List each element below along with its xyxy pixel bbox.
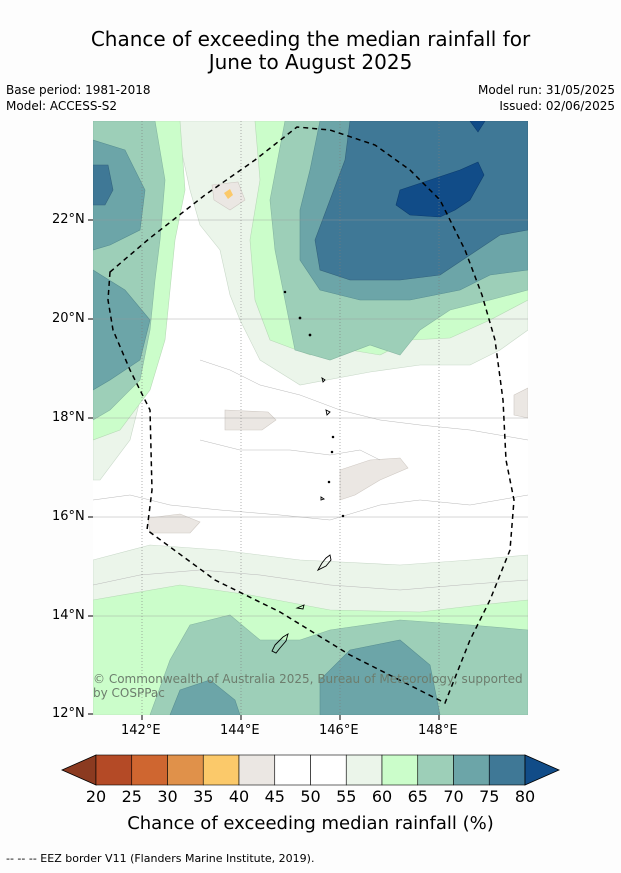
colorbar-segment <box>202 754 240 786</box>
meta-left: Base period: 1981-2018 Model: ACCESS-S2 <box>6 82 151 114</box>
contour-75-80-west <box>93 164 114 206</box>
lon-label-148: 148°E <box>418 723 458 738</box>
model-name: Model: ACCESS-S2 <box>6 99 118 113</box>
islands <box>271 290 345 654</box>
colorbar-tick-label: 35 <box>193 787 214 806</box>
footer-note: -- -- -- EEZ border V11 (Flanders Marine… <box>6 852 315 865</box>
colorbar-title: Chance of exceeding median rainfall (%) <box>127 813 494 834</box>
title-line-2: June to August 2025 <box>208 50 413 74</box>
lon-label-146: 146°E <box>319 723 359 738</box>
guam-island <box>271 633 289 654</box>
lat-label-14: 14°N <box>52 608 85 623</box>
colorbar-segment <box>310 754 347 786</box>
lat-label-12: 12°N <box>52 706 85 721</box>
rainfall-map <box>93 121 528 715</box>
contour-above-80 <box>395 121 486 218</box>
title-line-1: Chance of exceeding the median rainfall … <box>90 27 531 51</box>
axis-ticks <box>88 219 440 720</box>
colorbar-segment <box>453 754 490 786</box>
colorbar-segment <box>417 754 454 786</box>
contour-70-75-south <box>169 639 441 715</box>
rota-island <box>295 604 305 610</box>
contour-70-75-west <box>93 139 151 391</box>
graticule <box>93 121 528 715</box>
colorbar-segment <box>167 754 204 786</box>
base-period: Base period: 1981-2018 <box>6 83 151 97</box>
colorbar-segment <box>131 754 168 786</box>
eez-border <box>107 126 515 705</box>
colorbar-segment <box>95 754 133 786</box>
map-title: Chance of exceeding the median rainfall … <box>0 28 621 74</box>
tinian-saipan-island <box>316 554 332 572</box>
colorbar-tick-label: 80 <box>514 787 536 806</box>
colorbar-tick-label: 50 <box>300 787 321 806</box>
colorbar-segment <box>274 754 311 786</box>
colorbar-tick-label: 25 <box>121 787 142 806</box>
contour-40-45 <box>147 181 528 534</box>
lat-label-20: 20°N <box>52 311 85 326</box>
colorbar-tick-label: 20 <box>85 787 107 806</box>
colorbar-segment <box>488 754 526 786</box>
colorbar-tick-label: 75 <box>479 787 500 806</box>
colorbar-segment <box>345 754 383 786</box>
model-run: Model run: 31/05/2025 <box>477 83 615 97</box>
lat-label-18: 18°N <box>52 410 85 425</box>
colorbar-upper-arrow <box>524 754 560 786</box>
colorbar-segment <box>381 754 419 786</box>
lon-label-142: 142°E <box>121 723 161 738</box>
colorbar-tick-label: 45 <box>264 787 285 806</box>
lat-label-22: 22°N <box>52 212 85 227</box>
contour-35-40 <box>224 189 233 199</box>
meta-right: Model run: 31/05/2025 Issued: 02/06/2025 <box>478 82 615 114</box>
lat-label-16: 16°N <box>52 509 85 524</box>
colorbar-tick-label: 60 <box>371 787 393 806</box>
colorbar-tick-label: 30 <box>157 787 178 806</box>
colorbar <box>61 754 560 786</box>
copyright-notice: © Commonwealth of Australia 2025, Bureau… <box>93 672 523 700</box>
colorbar-tick-label: 70 <box>443 787 464 806</box>
colorbar-tick-label: 65 <box>407 787 428 806</box>
colorbar-lower-arrow <box>61 754 97 786</box>
colorbar-tick-label: 55 <box>336 787 357 806</box>
colorbar-tick-label: 40 <box>228 787 250 806</box>
lon-label-144: 144°E <box>220 723 260 738</box>
issued-date: Issued: 02/06/2025 <box>499 99 615 113</box>
colorbar-segment <box>238 754 276 786</box>
